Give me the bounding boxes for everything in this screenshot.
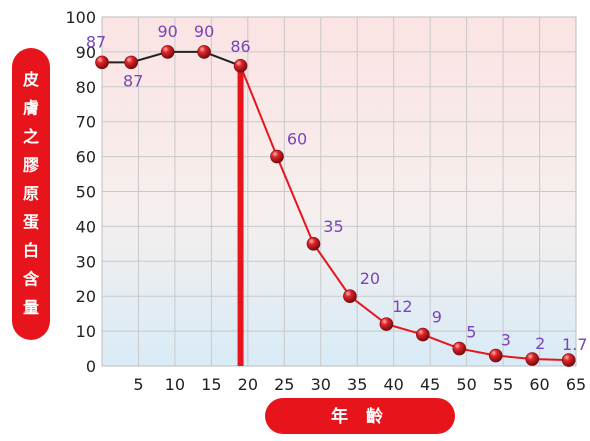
data-label: 5 — [466, 323, 476, 342]
data-point — [452, 341, 467, 356]
data-point — [95, 55, 109, 70]
plot-frame — [101, 16, 577, 367]
x-tick-label: 40 — [384, 375, 404, 394]
y-axis-title-char: 量 — [23, 298, 39, 317]
x-axis-title-pill: 年 齡 — [265, 398, 455, 434]
data-label: 3 — [501, 331, 511, 350]
data-label: 87 — [86, 32, 106, 51]
y-axis-title-char: 之 — [23, 127, 39, 146]
y-axis-title: 皮膚之膠原蛋白含量 — [22, 70, 40, 317]
data-label: 86 — [230, 37, 250, 56]
data-point — [561, 353, 576, 367]
y-tick-label: 70 — [76, 113, 96, 132]
data-point — [124, 55, 138, 70]
x-tick-label: 20 — [238, 375, 258, 394]
y-tick-label: 0 — [86, 357, 96, 376]
x-tick-label: 55 — [493, 375, 513, 394]
x-axis-title: 年 齡 — [331, 406, 389, 427]
y-axis-title-char: 皮 — [22, 70, 39, 89]
y-axis-title-char: 含 — [23, 270, 40, 289]
data-point — [379, 317, 394, 331]
data-point — [525, 352, 540, 366]
data-label: 2 — [535, 334, 545, 353]
data-label: 9 — [432, 308, 442, 327]
y-axis-title-char: 膠 — [23, 156, 39, 175]
x-tick-label: 10 — [165, 375, 185, 394]
x-tick-label: 35 — [347, 375, 367, 394]
x-tick-label: 30 — [311, 375, 331, 394]
y-tick-label: 50 — [76, 183, 96, 202]
y-tick-label: 30 — [76, 252, 96, 271]
y-tick-label: 10 — [76, 322, 96, 341]
x-tick-label: 5 — [133, 375, 143, 394]
y-axis-title-char: 白 — [23, 241, 39, 260]
data-point — [306, 237, 321, 251]
data-point — [488, 348, 503, 363]
y-tick-label: 80 — [76, 78, 96, 97]
y-axis-title-char: 蛋 — [23, 213, 39, 232]
data-point — [343, 289, 357, 304]
y-axis-title-char: 膚 — [23, 99, 39, 118]
x-tick-label: 50 — [456, 375, 476, 394]
data-point — [197, 45, 211, 59]
y-tick-label: 60 — [76, 148, 96, 167]
y-tick-label: 90 — [76, 43, 96, 62]
data-label: 1.7 — [562, 335, 587, 354]
y-tick-label: 100 — [65, 8, 96, 27]
x-tick-label: 60 — [529, 375, 549, 394]
x-tick-label: 15 — [201, 375, 221, 394]
data-point — [233, 59, 248, 73]
y-axis-title-char: 原 — [23, 184, 39, 203]
data-point — [416, 327, 430, 342]
data-label: 60 — [287, 130, 307, 149]
y-tick-label: 40 — [76, 217, 96, 236]
data-label: 90 — [157, 22, 177, 41]
data-point — [270, 149, 284, 164]
y-axis-title-pill: 皮膚之膠原蛋白含量 — [12, 48, 50, 340]
y-tick-label: 20 — [76, 287, 96, 306]
data-label: 12 — [392, 297, 412, 316]
x-tick-label: 65 — [566, 375, 586, 394]
data-label: 90 — [194, 22, 214, 41]
data-label: 35 — [323, 217, 343, 236]
x-tick-label: 45 — [420, 375, 440, 394]
x-tick-label: 25 — [274, 375, 294, 394]
data-label: 87 — [123, 71, 143, 90]
data-point — [160, 45, 175, 59]
age-marker-bar — [237, 65, 244, 367]
series-line-old — [239, 65, 569, 362]
data-label: 20 — [360, 269, 380, 288]
